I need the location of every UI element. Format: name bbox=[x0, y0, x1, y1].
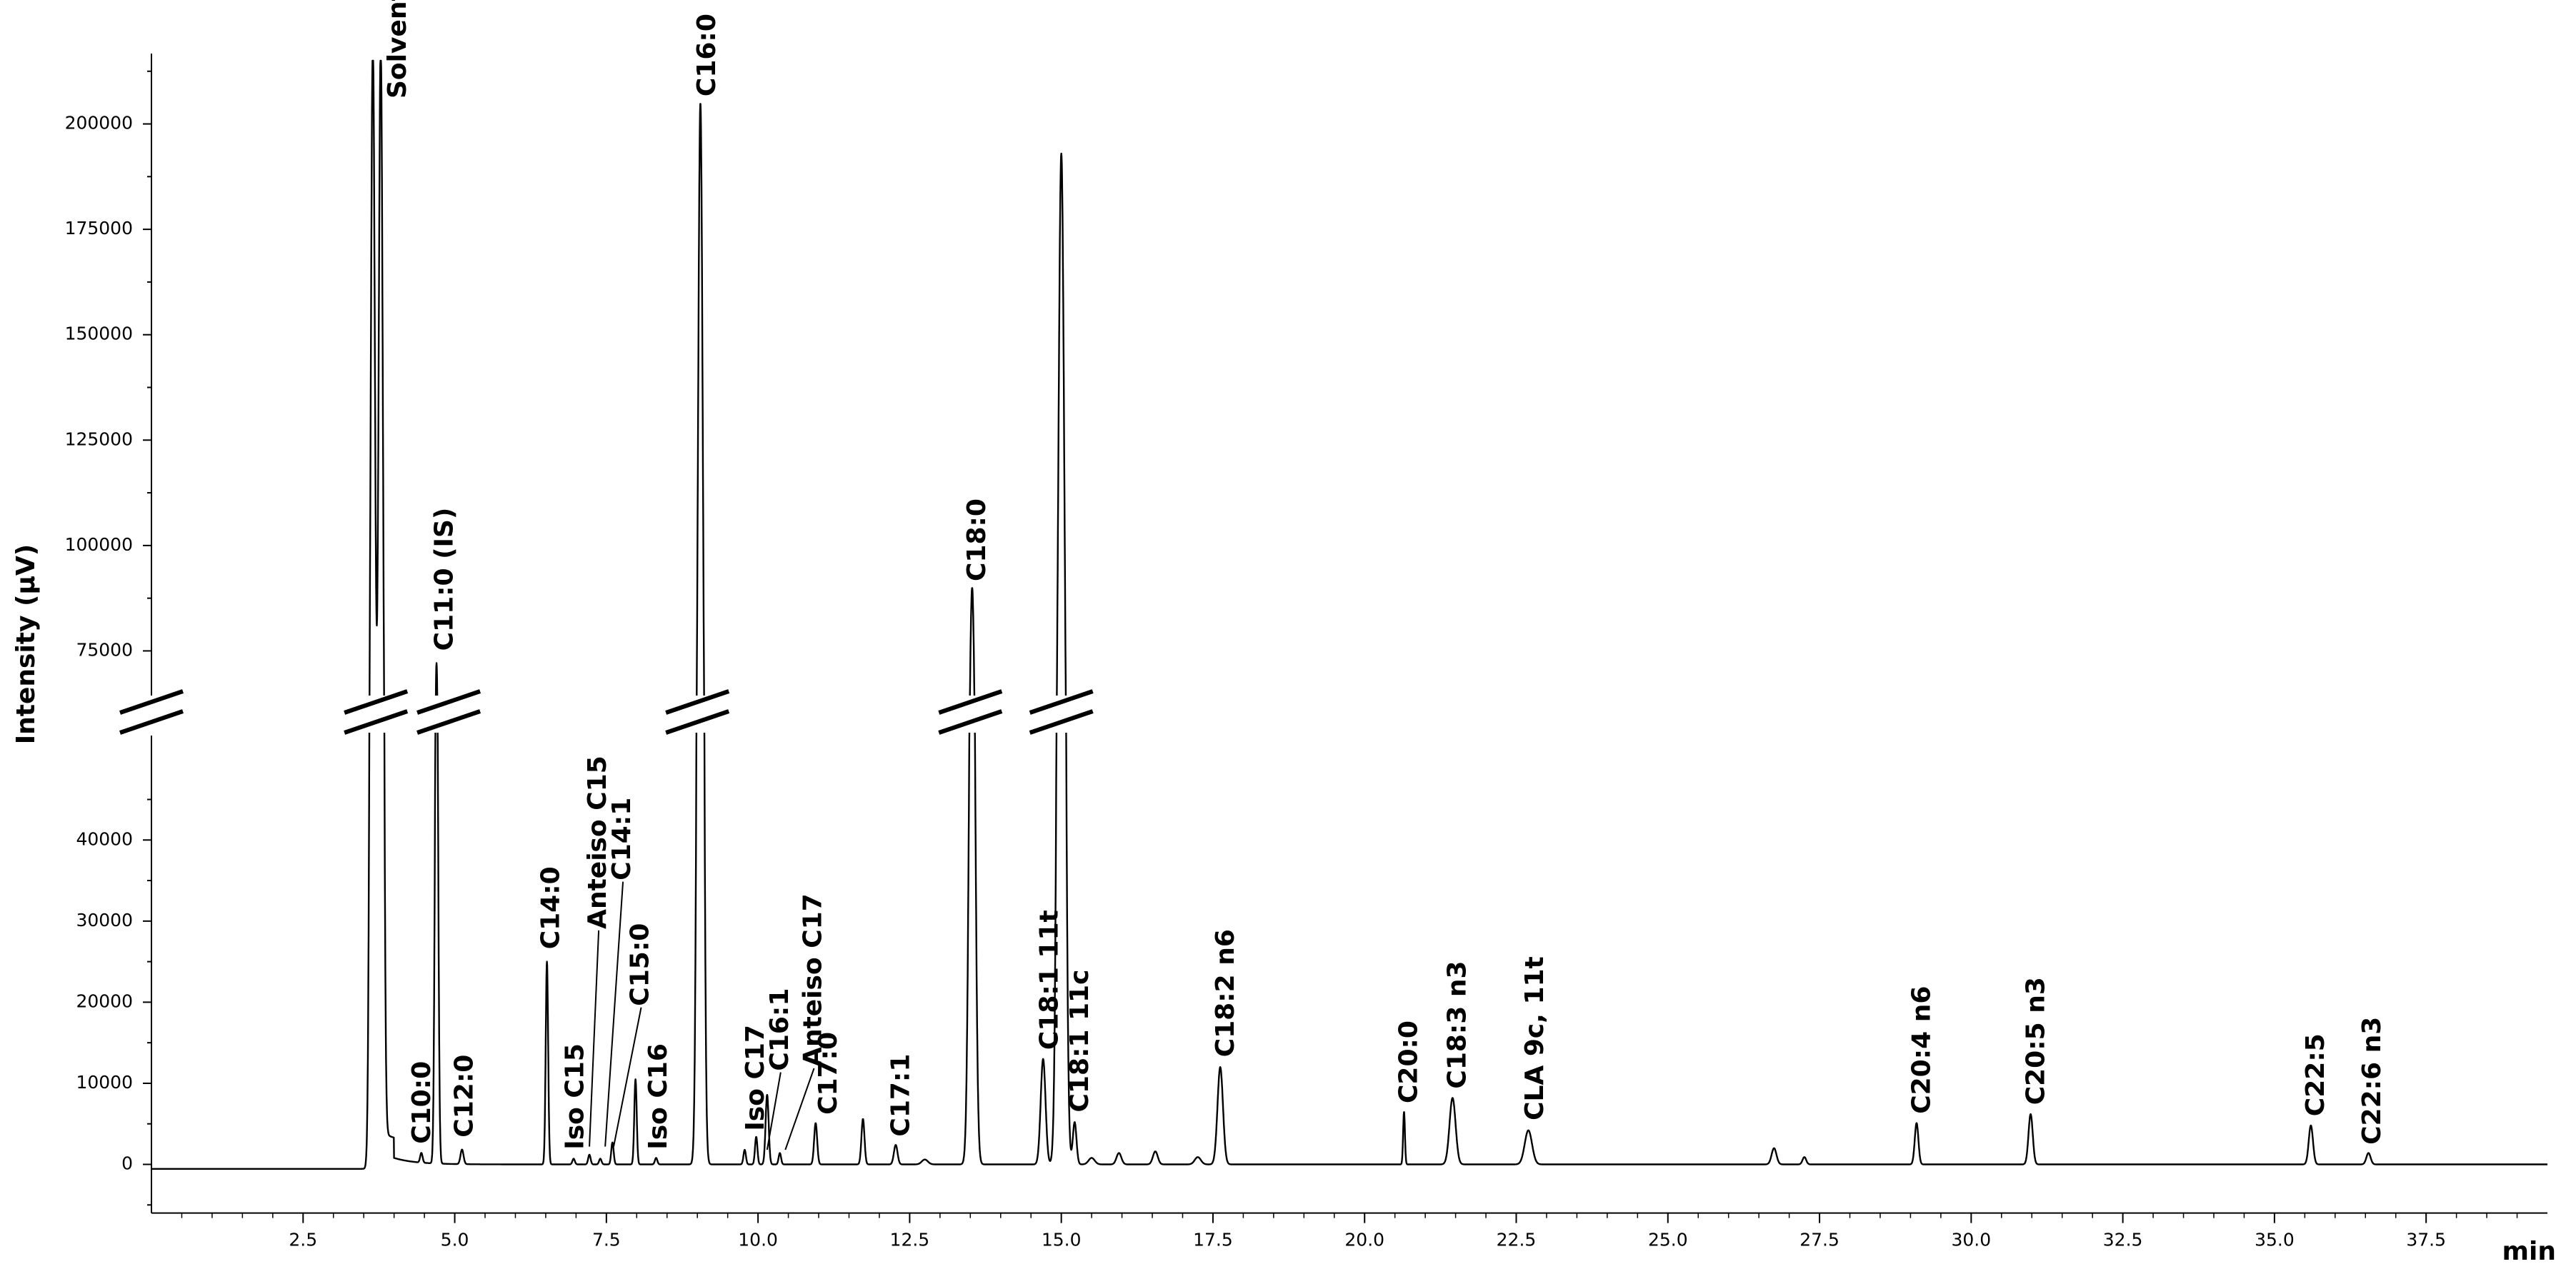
y-tick-label: 100000 bbox=[65, 534, 133, 555]
peak-label: C14:0 bbox=[536, 866, 566, 949]
axis-break-stroke bbox=[344, 689, 409, 715]
axis-break-marker bbox=[344, 689, 409, 735]
y-tick-label: 150000 bbox=[65, 323, 133, 344]
axis-break-stroke bbox=[416, 709, 481, 735]
peak-label: Iso C15 bbox=[561, 1043, 590, 1150]
y-tick-label: 175000 bbox=[65, 218, 133, 239]
peak-label: C20:5 n3 bbox=[2021, 977, 2050, 1105]
x-tick-label: 10.0 bbox=[738, 1230, 778, 1250]
x-tick-label: 7.5 bbox=[592, 1230, 621, 1250]
axis-break-stroke bbox=[665, 689, 730, 715]
axis-break-stroke bbox=[1029, 709, 1094, 735]
axis-break-stroke bbox=[938, 689, 1003, 715]
axes-group: 0 10000 20000 30000 40000 75000 100000 125000 15… bbox=[65, 54, 2547, 1250]
peak-label: Anteiso C15 bbox=[583, 756, 612, 929]
x-tick-label: 15.0 bbox=[1042, 1230, 1082, 1250]
peak-label-leader bbox=[604, 881, 624, 1147]
peak-label: Solvent bbox=[383, 0, 412, 99]
x-tick-label: 22.5 bbox=[1497, 1230, 1537, 1250]
y-tick-label: 125000 bbox=[65, 428, 133, 449]
axis-break-marker bbox=[665, 689, 730, 735]
peak-label: C17:1 bbox=[887, 1054, 916, 1137]
peak-label-leader bbox=[784, 1068, 815, 1150]
peak-label: C18:1 11c bbox=[1065, 970, 1094, 1113]
axis-break-marker bbox=[1029, 689, 1094, 735]
peak-label: Anteiso C17 bbox=[799, 893, 828, 1067]
peak-label: C20:4 n6 bbox=[1907, 986, 1937, 1114]
axis-break-stroke bbox=[119, 709, 184, 735]
peak-label: C22:5 bbox=[2301, 1033, 2330, 1116]
x-tick-label: 30.0 bbox=[1952, 1230, 1992, 1250]
axis-break-stroke bbox=[1029, 689, 1094, 715]
peak-label: C22:6 n3 bbox=[2357, 1017, 2387, 1145]
peak-label: C14:1 bbox=[607, 798, 636, 881]
axis-break-stroke bbox=[344, 709, 409, 735]
peak-label: C17:0 bbox=[814, 1032, 843, 1115]
peak-label: C15:0 bbox=[626, 923, 655, 1006]
x-axis-title: min bbox=[2502, 1237, 2556, 1266]
x-tick-label: 17.5 bbox=[1193, 1230, 1233, 1250]
axis-break-stroke bbox=[938, 709, 1003, 735]
axis-break-stroke bbox=[119, 689, 184, 715]
peak-label: Iso C17 bbox=[741, 1025, 770, 1131]
y-axis-title: Intensity (µV) bbox=[11, 544, 41, 745]
axis-break-marker bbox=[416, 689, 481, 735]
peak-label: C18:3 n3 bbox=[1442, 960, 1472, 1088]
peak-label: C18:1 11t bbox=[1035, 910, 1064, 1050]
y-tick-label: 10000 bbox=[76, 1072, 133, 1093]
x-tick-label: 35.0 bbox=[2255, 1230, 2295, 1250]
x-tick-label: 20.0 bbox=[1344, 1230, 1384, 1250]
y-tick-label: 40000 bbox=[76, 828, 133, 849]
y-tick-label: 75000 bbox=[76, 639, 133, 660]
peak-labels-group: Solvent C10:0 C11:0 (IS) C12:0 C14:0 Iso C15 A… bbox=[383, 0, 2387, 1150]
peak-label: C16:0 bbox=[692, 14, 722, 96]
axis-break-stroke bbox=[665, 709, 730, 735]
peak-label: C16:1 bbox=[765, 988, 794, 1071]
peak-label: C20:0 bbox=[1394, 1020, 1423, 1103]
peak-label-leader bbox=[589, 930, 600, 1147]
chromatogram-trace bbox=[151, 59, 2548, 1170]
axis-break-stroke bbox=[416, 689, 481, 715]
peak-label-leader bbox=[613, 1007, 642, 1147]
y-tick-label: 20000 bbox=[76, 990, 133, 1011]
peak-label: C18:0 bbox=[962, 498, 992, 581]
x-tick-label: 37.5 bbox=[2406, 1230, 2446, 1250]
y-tick-label: 30000 bbox=[76, 910, 133, 931]
y-tick-label: 200000 bbox=[65, 113, 133, 134]
peak-label: Iso C16 bbox=[644, 1043, 673, 1150]
x-tick-label: 5.0 bbox=[441, 1230, 469, 1250]
x-tick-label: 12.5 bbox=[890, 1230, 930, 1250]
x-tick-label: 2.5 bbox=[289, 1230, 317, 1250]
x-tick-label: 32.5 bbox=[2103, 1230, 2143, 1250]
peak-label: CLA 9c, 11t bbox=[1520, 956, 1549, 1120]
x-tick-label: 27.5 bbox=[1799, 1230, 1839, 1250]
trace-group bbox=[151, 59, 2548, 1170]
x-tick-label: 25.0 bbox=[1648, 1230, 1688, 1250]
peak-label: C10:0 bbox=[407, 1061, 436, 1144]
axis-break-marker bbox=[119, 689, 184, 735]
peak-label: C11:0 (IS) bbox=[429, 508, 459, 651]
axis-breaks-group bbox=[119, 689, 1094, 735]
peak-label: C12:0 bbox=[449, 1055, 479, 1138]
peak-label: C18:2 n6 bbox=[1211, 929, 1240, 1057]
axis-break-marker bbox=[938, 689, 1003, 735]
peak-label-leader bbox=[766, 1072, 782, 1150]
y-tick-label: 0 bbox=[121, 1153, 133, 1174]
